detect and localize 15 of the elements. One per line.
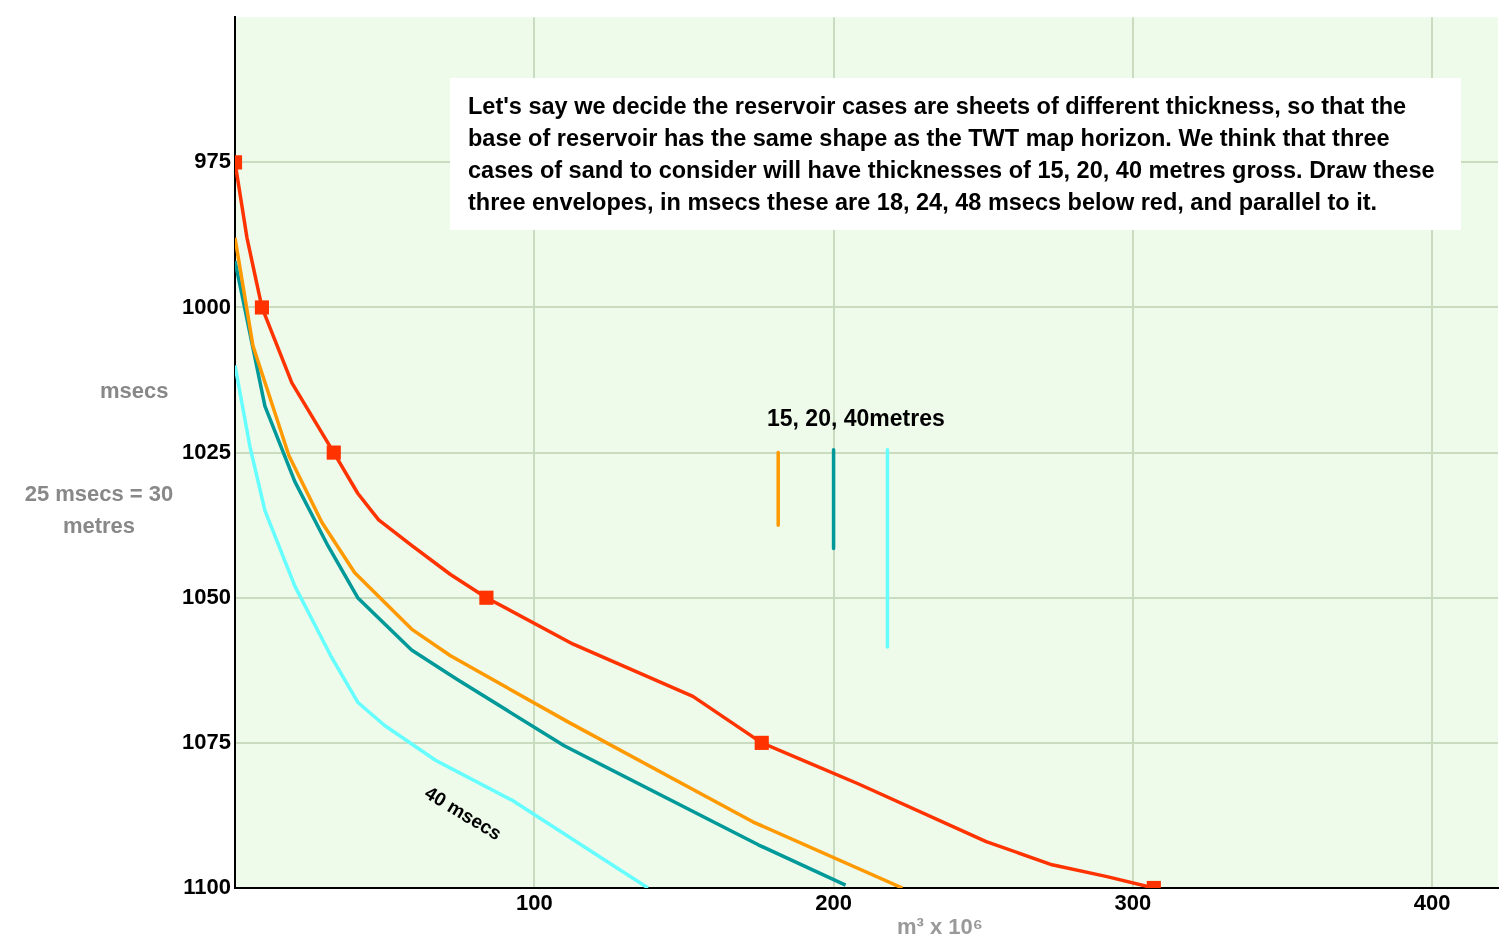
x-tick-label: 100 — [515, 890, 553, 916]
y-tick-label: 1100 — [183, 874, 231, 900]
y-tick-label: 1000 — [182, 293, 231, 319]
y-tick-label: 1050 — [182, 583, 231, 609]
annotation: Let's say we decide the reservoir cases are sheets of different thickness, so that the base of reservoir has the same shape as the TWT map horizon. We think that three cases of sand to consider will have thicknesses of 15, 20, 40 metres gross. Draw these three envelopes, in msecs these are 18, 24, 48 msecs below red, and parallel to it. — [450, 78, 1461, 230]
y-axis-title: msecs — [100, 378, 169, 404]
x-tick-label: 200 — [815, 890, 852, 916]
x-tick-label: 300 — [1114, 890, 1152, 916]
y-tick-label: 1075 — [182, 728, 231, 754]
text: 25 msecs = 30 metres — [23, 480, 175, 540]
annotation: 15, 20, 40metres — [767, 405, 945, 432]
x-axis-title: m³ x 10⁶ — [897, 914, 983, 940]
y-tick-label: 1025 — [182, 438, 231, 464]
y-tick-label: 975 — [194, 148, 231, 174]
x-tick-label: 400 — [1413, 890, 1451, 916]
